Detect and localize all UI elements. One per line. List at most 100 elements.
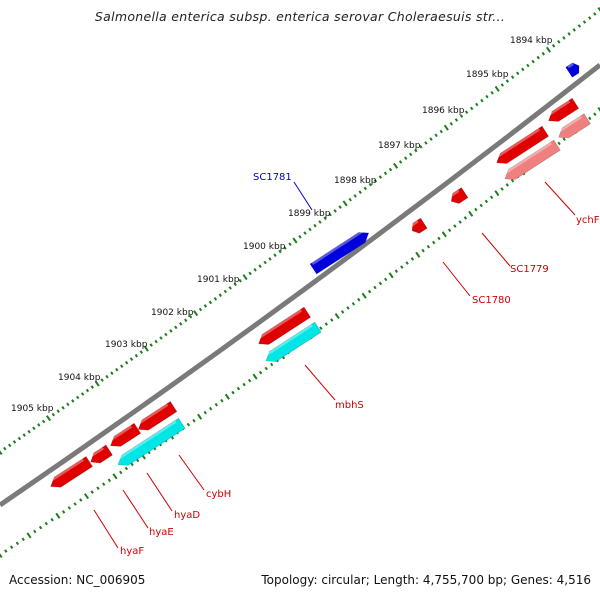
inner-scale-dot <box>351 301 356 306</box>
genome-backbone <box>0 63 600 508</box>
gene-feature-hyaF[interactable] <box>47 456 93 491</box>
gene-label-mbhS[interactable]: mbhS <box>335 400 364 411</box>
outer-scale-dot <box>273 253 277 258</box>
outer-scale-dot <box>475 102 479 107</box>
outer-scale-dot <box>358 190 362 195</box>
inner-scale-dot <box>67 506 71 510</box>
inner-scale-dot <box>264 366 268 371</box>
gene-feature-ychF-a[interactable] <box>545 97 580 125</box>
gene-feature-SC1779[interactable] <box>448 187 469 207</box>
outer-scale-dot <box>383 171 388 176</box>
tick-label-1896: 1896 kbp <box>422 106 465 116</box>
callout-line <box>93 509 119 549</box>
gene-labels[interactable]: SC1781 ychF SC1779 SC1780 mbhS cybH hyaD… <box>120 172 600 557</box>
inner-scale-dot <box>107 478 112 483</box>
outer-scale-dot <box>149 343 153 347</box>
gene-label-hyaF[interactable]: hyaF <box>120 546 144 557</box>
outer-scale-dot <box>485 94 489 99</box>
outer-scale-dot <box>134 353 139 358</box>
gene-label-hyaD[interactable]: hyaD <box>174 510 200 521</box>
outer-scale-dot <box>154 339 158 344</box>
gene-feature-SC1780[interactable] <box>409 217 428 236</box>
outer-scale-dot <box>593 12 597 16</box>
inner-scale-dot <box>130 462 134 467</box>
inner-scale-dot <box>21 537 25 542</box>
gene-feature-hyaD[interactable] <box>107 422 142 450</box>
outer-scale-dot <box>459 114 464 118</box>
inner-scale-dot <box>334 312 340 320</box>
gene-label-SC1780[interactable]: SC1780 <box>472 295 511 306</box>
outer-scale-dot <box>22 433 26 437</box>
inner-scale-dot <box>489 195 494 200</box>
callout-line <box>122 489 149 529</box>
gene-feature-mbhS[interactable] <box>255 306 312 349</box>
outer-scale-dot <box>303 231 307 235</box>
outer-scale-dot <box>8 443 12 448</box>
inner-scale-dot <box>510 178 515 183</box>
outer-scale-dot <box>470 106 474 111</box>
gene-label-callouts <box>93 181 576 549</box>
gene-feature-mbhS-cyan[interactable] <box>263 321 322 366</box>
gene-label-ychF[interactable]: ychF <box>576 215 600 226</box>
outer-scale-dot <box>353 194 357 198</box>
gene-feature-hyaE[interactable] <box>88 444 113 467</box>
inner-scale-dot <box>124 466 129 471</box>
outer-scale-dot <box>588 16 592 20</box>
gene-feature-ychF-pink-b[interactable] <box>502 139 561 184</box>
outer-scale-dot <box>100 378 104 382</box>
inner-scale-dot <box>236 386 241 391</box>
tick-label-1905: 1905 kbp <box>11 404 54 414</box>
outer-scale-dot <box>174 325 178 330</box>
gene-feature-SC1781[interactable] <box>309 228 372 275</box>
gene-label-SC1781[interactable]: SC1781 <box>253 172 292 183</box>
outer-scale-dot <box>198 307 203 312</box>
outer-scale-dot <box>388 167 393 172</box>
outer-scale-dot <box>80 392 85 396</box>
inner-scale-dot <box>258 370 263 375</box>
inner-scale-dot <box>437 236 441 241</box>
gene-feature-ychF-pink-a[interactable] <box>555 113 591 143</box>
gene-feature-cybH[interactable] <box>135 401 178 435</box>
outer-scale-dot <box>541 51 545 56</box>
outer-scale-dot <box>51 412 55 417</box>
outer-scale-dot <box>233 282 237 287</box>
outer-scale-dot <box>120 364 124 369</box>
gene-feature-cyan-operon[interactable] <box>115 417 186 469</box>
accession-label: Accession: NC_006905 <box>9 573 146 587</box>
tick-label-1895: 1895 kbp <box>466 70 509 80</box>
outer-scale-dot <box>218 293 222 298</box>
callout-line <box>442 261 471 297</box>
inner-scale-dot <box>61 510 66 514</box>
outer-scale-dot <box>378 175 383 179</box>
gene-features[interactable] <box>47 61 591 492</box>
outer-scale-dot <box>76 395 80 400</box>
outer-scale-dot <box>184 318 188 323</box>
outer-scale-dot <box>248 271 252 276</box>
outer-scale-dot <box>228 286 232 290</box>
outer-scale-dot <box>110 371 114 376</box>
outer-scale-dot <box>323 216 327 221</box>
callout-line <box>293 181 313 211</box>
tick-label-1899: 1899 kbp <box>288 209 331 219</box>
outer-scale-dot <box>526 63 530 68</box>
outer-scale-dot <box>597 6 600 14</box>
outer-scale-dot <box>292 237 298 244</box>
gene-label-hyaE[interactable]: hyaE <box>149 527 174 538</box>
outer-scale-dot <box>32 426 36 431</box>
outer-scale-dot <box>348 197 352 202</box>
gene-label-cybH[interactable]: cybH <box>206 489 231 500</box>
tick-label-1904: 1904 kbp <box>58 373 101 383</box>
outer-scale-dot <box>338 205 342 209</box>
inner-scale-dot <box>494 190 500 197</box>
outer-scale-dot <box>404 156 408 161</box>
inner-scale-dot <box>203 410 207 415</box>
gene-feature-1894-blue[interactable] <box>565 61 583 78</box>
inner-scale-dot <box>330 318 334 322</box>
inner-scale-dot <box>247 378 252 383</box>
inner-scale-dot <box>357 297 361 302</box>
gene-feature-ychF-b[interactable] <box>493 125 550 168</box>
gene-label-SC1779[interactable]: SC1779 <box>510 264 549 275</box>
outer-scale-dot <box>409 152 413 157</box>
